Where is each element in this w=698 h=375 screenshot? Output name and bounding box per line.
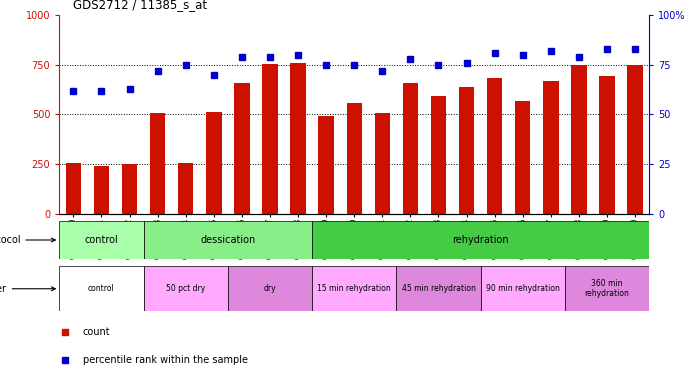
Bar [396, 266, 481, 311]
Text: dry: dry [264, 284, 276, 293]
Bar [459, 87, 475, 214]
Bar [178, 163, 193, 214]
Bar [59, 266, 144, 311]
Bar [144, 266, 228, 311]
Bar [571, 64, 586, 214]
Bar [346, 104, 362, 214]
Bar [144, 221, 312, 259]
Bar [515, 102, 530, 214]
Bar [59, 221, 144, 259]
Text: 50 pct dry: 50 pct dry [166, 284, 205, 293]
Bar [628, 64, 643, 214]
Text: count: count [83, 327, 110, 337]
Bar [312, 266, 396, 311]
Text: rehydration: rehydration [452, 235, 509, 245]
Bar [565, 266, 649, 311]
Bar [206, 112, 221, 214]
Text: dessication: dessication [200, 235, 255, 245]
Bar [94, 166, 109, 214]
Text: 45 min rehydration: 45 min rehydration [401, 284, 475, 293]
Bar [234, 82, 250, 214]
Bar [122, 164, 138, 214]
Bar [403, 82, 418, 214]
Text: control: control [84, 235, 119, 245]
Text: protocol: protocol [0, 235, 55, 245]
Bar [600, 76, 615, 214]
Bar [228, 266, 312, 311]
Text: other: other [0, 284, 55, 294]
Text: GDS2712 / 11385_s_at: GDS2712 / 11385_s_at [73, 0, 207, 11]
Bar [375, 113, 390, 214]
Bar [543, 81, 558, 214]
Text: control: control [88, 284, 115, 293]
Text: percentile rank within the sample: percentile rank within the sample [83, 355, 248, 365]
Bar [318, 116, 334, 214]
Text: 90 min rehydration: 90 min rehydration [486, 284, 560, 293]
Bar [66, 163, 81, 214]
Text: 15 min rehydration: 15 min rehydration [318, 284, 391, 293]
Bar [312, 221, 649, 259]
Bar [290, 63, 306, 214]
Text: 360 min
rehydration: 360 min rehydration [584, 279, 630, 298]
Bar [481, 266, 565, 311]
Bar [487, 78, 503, 214]
Bar [431, 96, 446, 214]
Bar [262, 64, 278, 214]
Bar [150, 113, 165, 214]
